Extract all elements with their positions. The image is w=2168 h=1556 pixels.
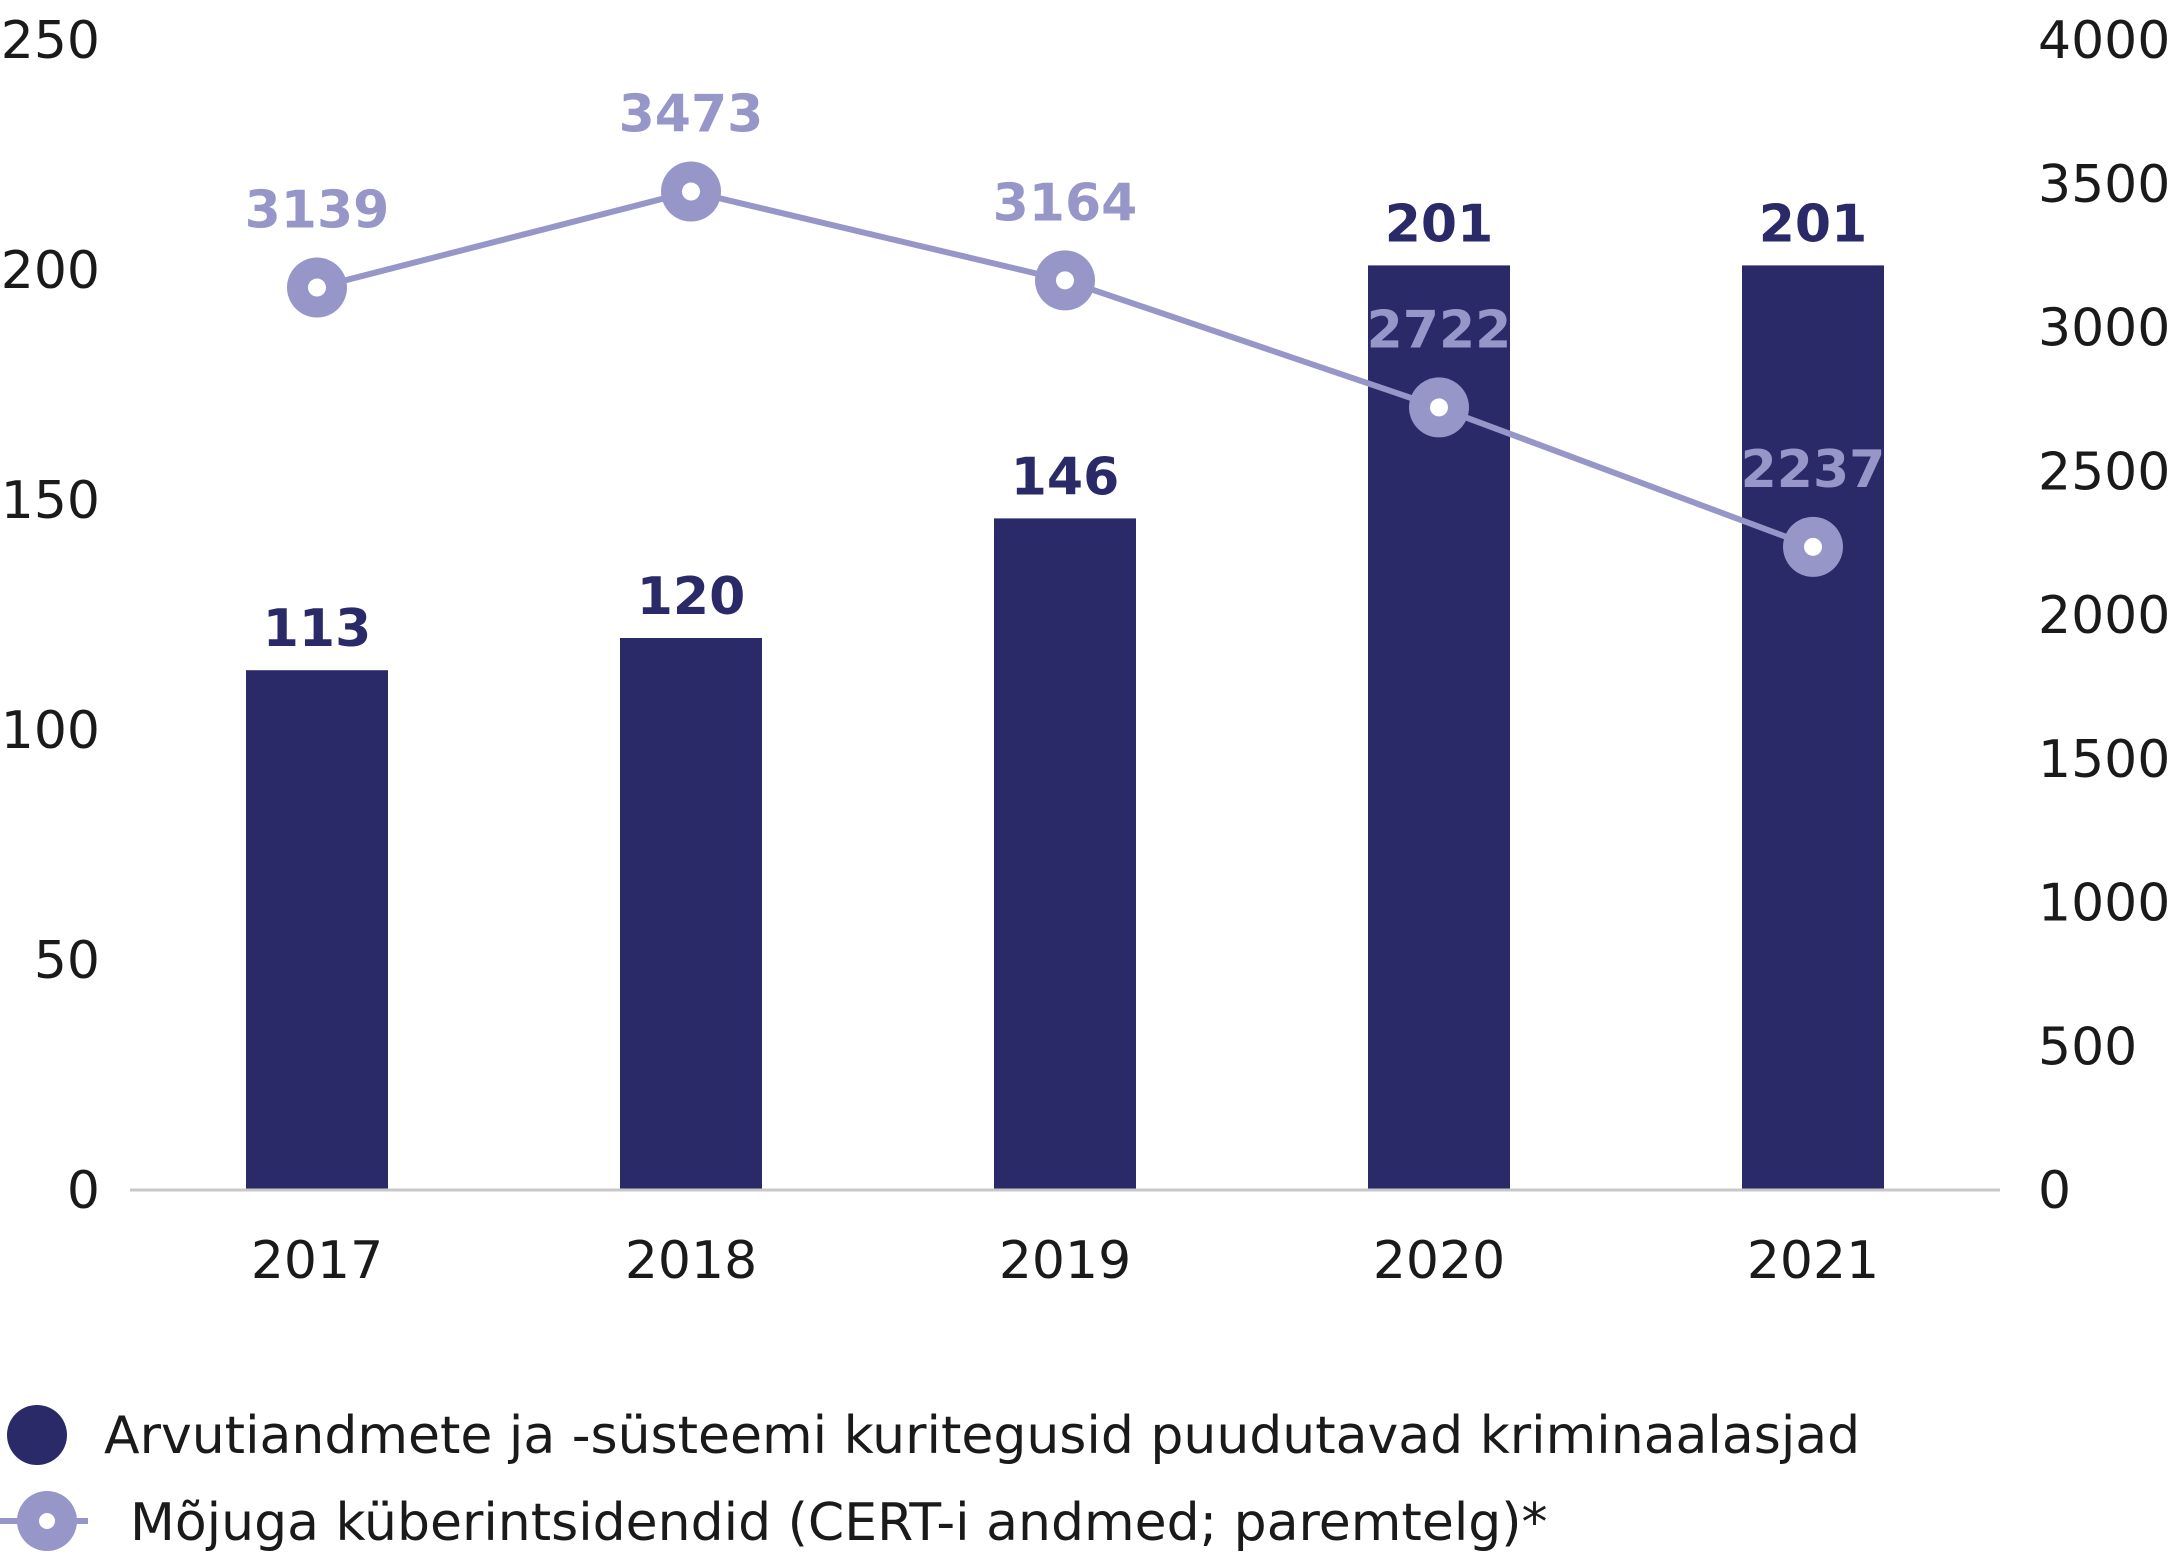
bar-value-label: 201 [1385, 194, 1494, 254]
bar-value-label: 120 [637, 567, 746, 627]
line-marker-dot [1804, 537, 1822, 556]
bar-value-label: 113 [263, 599, 372, 659]
x-tick-label: 2020 [1373, 1231, 1505, 1291]
left-tick-label: 200 [1, 241, 100, 301]
line-value-label: 3473 [619, 85, 764, 145]
legend-bar-label: Arvutiandmete ja -süsteemi kuritegusid p… [104, 1406, 1860, 1466]
line-marker-dot [1056, 271, 1074, 290]
line-data-labels: 3139 3473 3164 2722 2237 [245, 85, 1886, 500]
right-tick-label: 0 [2038, 1161, 2071, 1221]
line-value-label: 2722 [1367, 300, 1512, 360]
line-marker-dot [308, 278, 326, 297]
line-value-label: 3139 [245, 181, 390, 241]
bar-value-label: 146 [1011, 447, 1120, 507]
right-tick-label: 3500 [2038, 155, 2168, 215]
legend: Arvutiandmete ja -süsteemi kuritegusid p… [0, 1405, 1860, 1553]
bar-2021 [1742, 265, 1884, 1190]
left-tick-label: 50 [34, 931, 100, 991]
line-series [287, 161, 1843, 577]
right-tick-label: 2000 [2038, 586, 2168, 646]
legend-bar-swatch [7, 1405, 67, 1465]
left-tick-label: 250 [1, 11, 100, 71]
line-value-label: 2237 [1741, 440, 1886, 500]
x-axis-ticks: 2017 2018 2019 2020 2021 [251, 1231, 1879, 1291]
x-tick-label: 2021 [1747, 1231, 1879, 1291]
legend-line-marker-dot [39, 1513, 55, 1529]
x-tick-label: 2019 [999, 1231, 1131, 1291]
line-value-label: 3164 [993, 173, 1138, 233]
right-tick-label: 500 [2038, 1017, 2137, 1077]
legend-item-line: Mõjuga küberintsidendid (CERT-i andmed; … [0, 1491, 1548, 1553]
line-marker-dot [1430, 398, 1448, 417]
right-tick-label: 3000 [2038, 299, 2168, 359]
right-tick-label: 2500 [2038, 442, 2168, 502]
bar-value-label: 201 [1759, 194, 1868, 254]
x-tick-label: 2017 [251, 1231, 383, 1291]
bar-2017 [246, 670, 388, 1190]
bar-2019 [994, 518, 1136, 1190]
right-tick-label: 1500 [2038, 730, 2168, 790]
right-tick-label: 4000 [2038, 11, 2168, 71]
right-axis-ticks: 0 500 1000 1500 2000 2500 3000 3500 4000 [2038, 11, 2168, 1221]
left-tick-label: 150 [1, 471, 100, 531]
line-marker-dot [682, 182, 700, 201]
left-tick-label: 0 [67, 1161, 100, 1221]
right-tick-label: 1000 [2038, 874, 2168, 934]
x-tick-label: 2018 [625, 1231, 757, 1291]
bar-series [246, 265, 1884, 1190]
bar-2018 [620, 638, 762, 1190]
bar-data-labels: 113 120 146 201 201 [263, 194, 1868, 659]
left-axis-ticks: 0 50 100 150 200 250 [1, 11, 100, 1221]
legend-item-bars: Arvutiandmete ja -süsteemi kuritegusid p… [7, 1405, 1860, 1466]
left-tick-label: 100 [1, 701, 100, 761]
legend-line-label: Mõjuga küberintsidendid (CERT-i andmed; … [130, 1493, 1548, 1553]
